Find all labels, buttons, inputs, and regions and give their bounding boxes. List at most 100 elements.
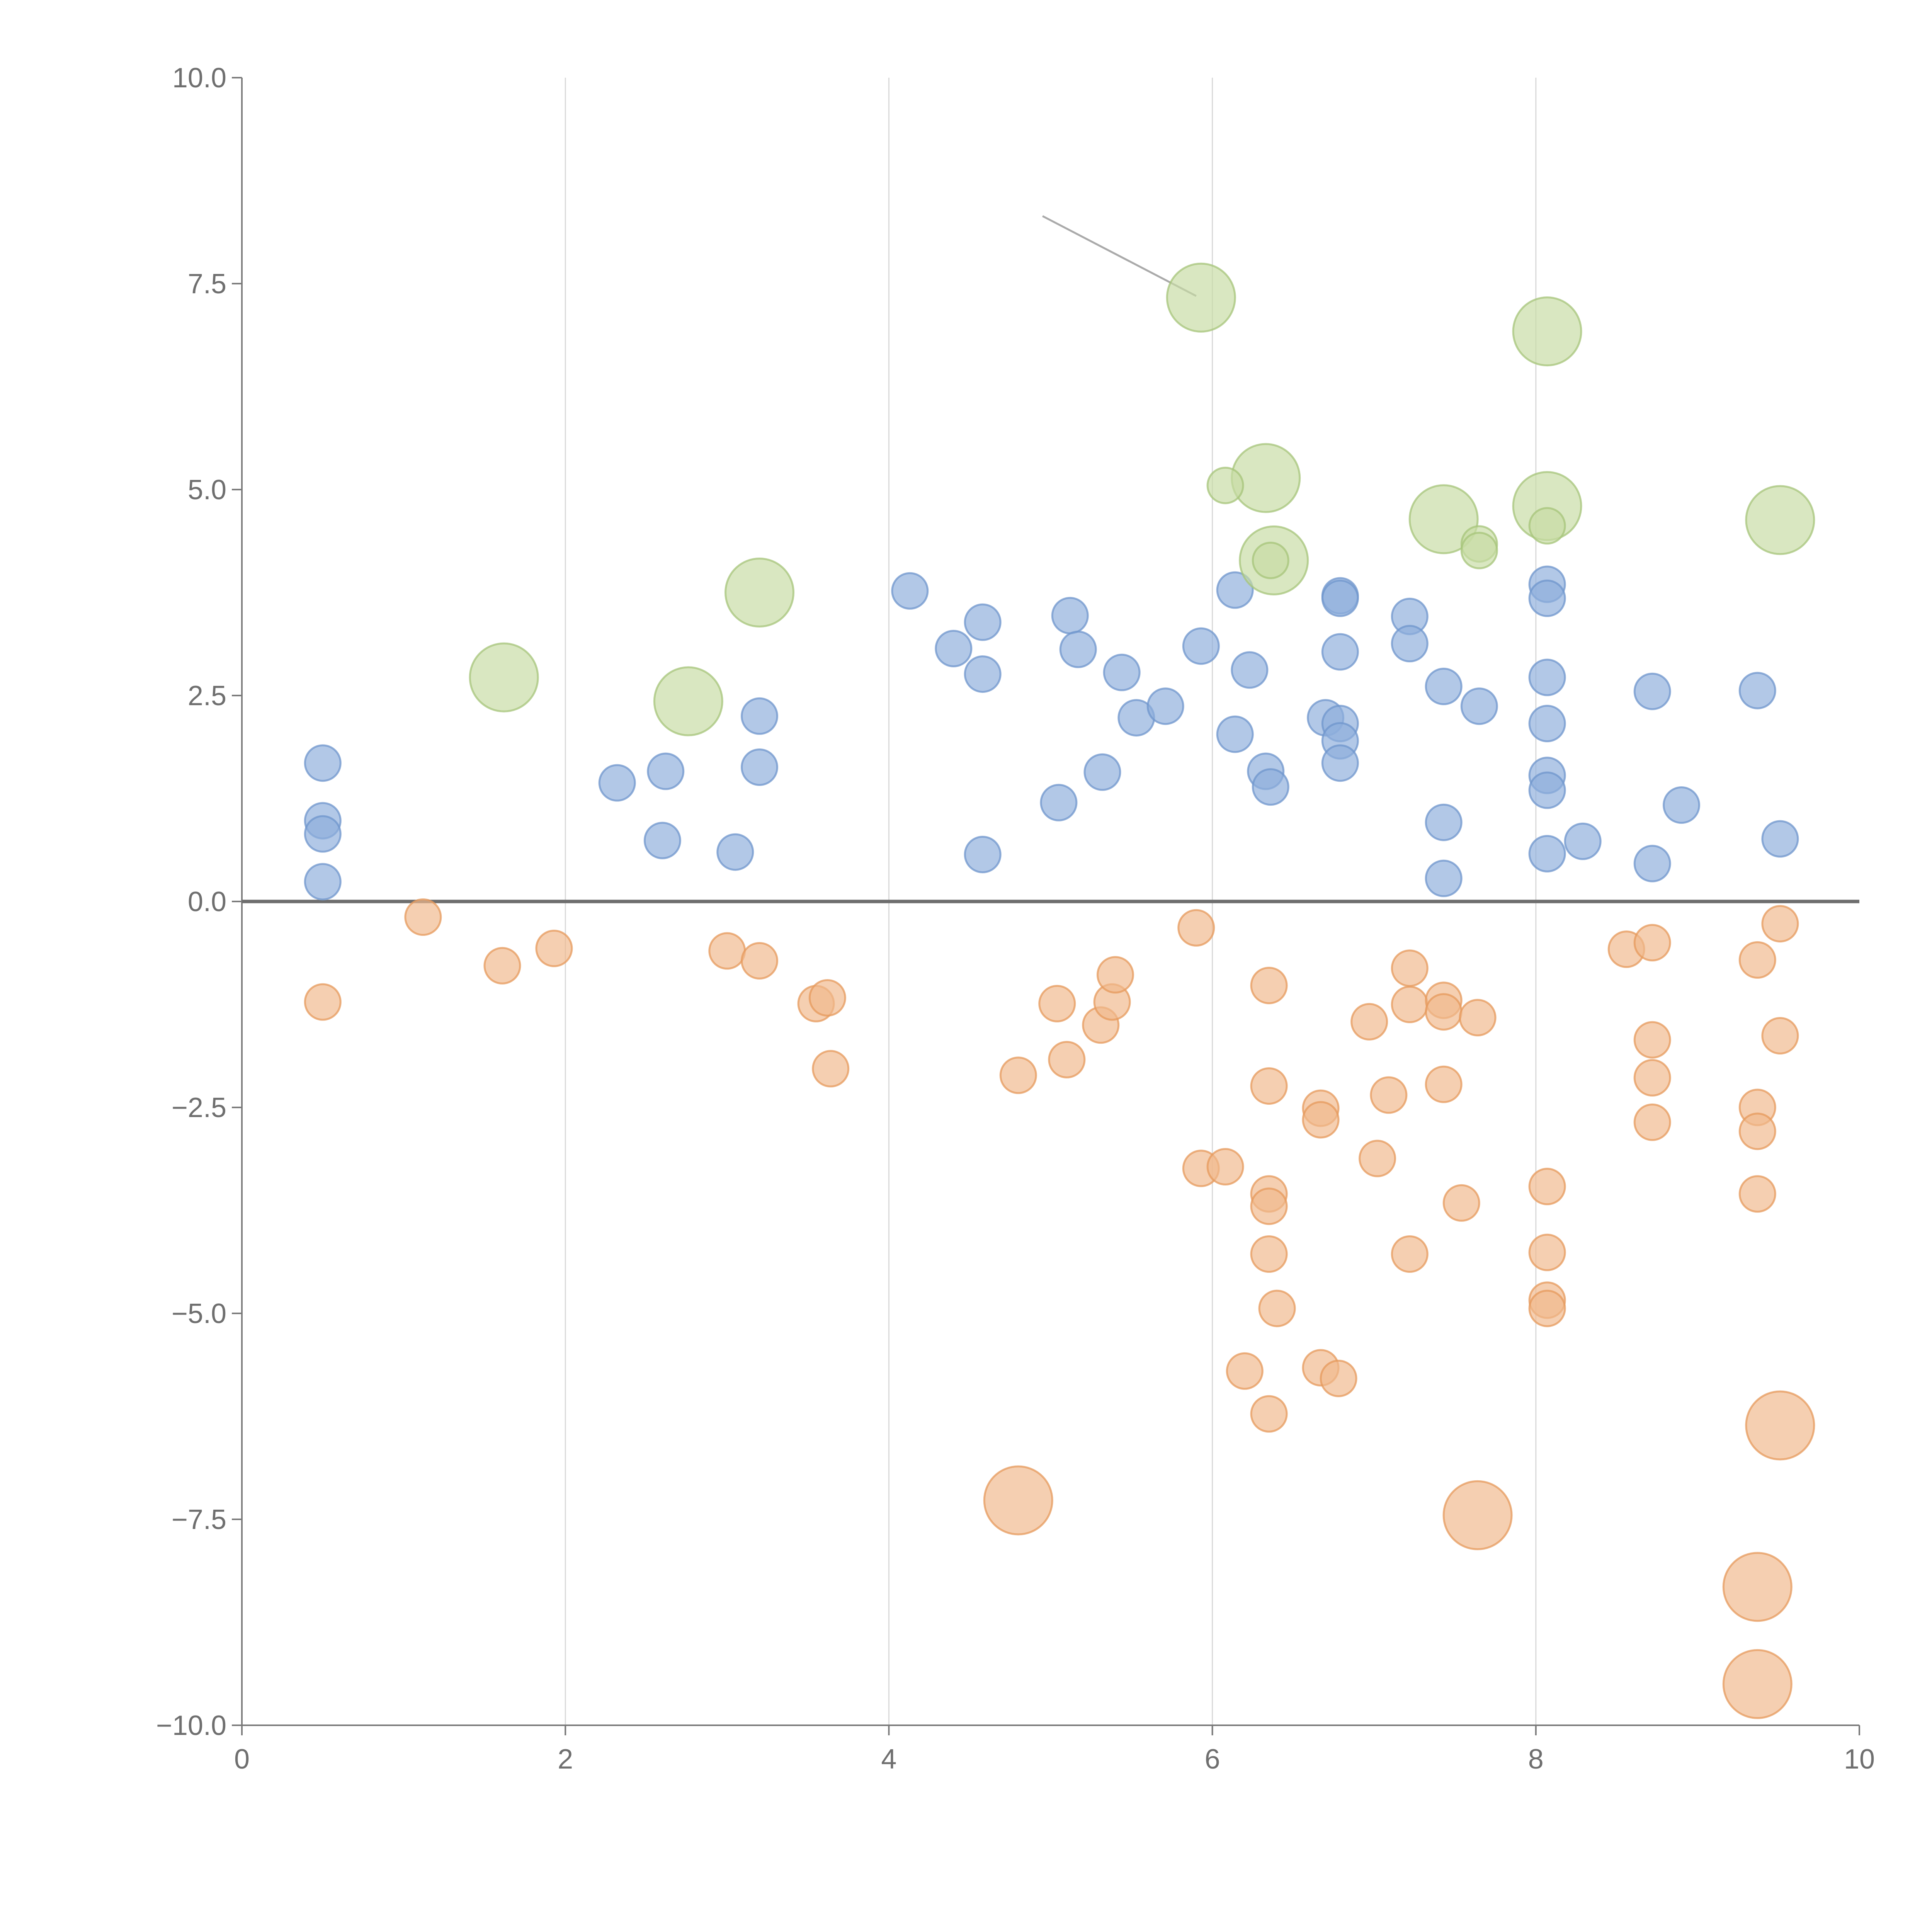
data-point-orange xyxy=(535,930,573,968)
tick-labels: 10.0 7.5 5.0 2.5 0.0 −2.5 −5.0 −7.5 −10.0 0 2 4 6 8 10 xyxy=(156,63,1875,1775)
data-point-green xyxy=(1408,484,1479,554)
x-tick-label: 0 xyxy=(234,1744,250,1775)
data-point-orange xyxy=(808,979,846,1017)
data-point-blue xyxy=(1564,822,1602,860)
data-point-blue xyxy=(1761,820,1799,858)
data-point-orange xyxy=(1391,986,1429,1023)
data-point-orange xyxy=(1250,1235,1288,1273)
data-point-blue xyxy=(1051,597,1089,634)
data-point-green-small xyxy=(1252,541,1289,579)
data-point-blue xyxy=(1528,771,1566,809)
data-point-orange xyxy=(1459,999,1497,1037)
data-point-orange xyxy=(1761,1017,1799,1055)
data-point-blue xyxy=(1321,633,1359,671)
data-point-orange xyxy=(1302,1101,1340,1139)
data-points xyxy=(304,215,1815,1719)
y-tick-label: 5.0 xyxy=(188,474,226,505)
data-point-orange xyxy=(1442,1184,1480,1222)
data-point-green xyxy=(1745,485,1815,555)
data-point-orange xyxy=(1528,1233,1566,1271)
data-point-orange xyxy=(999,1056,1037,1094)
data-point-blue xyxy=(1425,668,1463,706)
data-point-orange xyxy=(1096,956,1134,994)
data-point-orange xyxy=(1320,1359,1357,1397)
data-point-orange xyxy=(812,1050,850,1088)
data-point-orange-large xyxy=(1745,1390,1815,1461)
data-point-blue xyxy=(741,697,779,735)
data-point-orange xyxy=(1258,1289,1296,1327)
y-tick-label: 2.5 xyxy=(188,680,226,711)
data-point-orange-large xyxy=(1442,1480,1513,1550)
data-point-blue xyxy=(1083,753,1121,791)
data-point-blue xyxy=(1528,704,1566,742)
data-point-orange xyxy=(1425,993,1463,1031)
data-point-orange xyxy=(1528,1168,1566,1206)
data-point-orange xyxy=(1206,1148,1244,1186)
data-point-orange xyxy=(1250,966,1288,1004)
data-point-orange xyxy=(1250,1395,1288,1433)
data-point-blue xyxy=(1216,571,1254,609)
data-point-blue xyxy=(1633,672,1671,710)
data-point-orange xyxy=(404,898,442,936)
data-point-orange xyxy=(1633,1021,1671,1059)
data-point-blue xyxy=(1528,658,1566,696)
data-point-orange xyxy=(1761,905,1799,943)
data-point-blue xyxy=(716,833,754,871)
data-point-orange xyxy=(1359,1139,1396,1177)
data-point-orange xyxy=(1738,1175,1776,1213)
data-point-green xyxy=(1166,262,1236,333)
data-point-orange xyxy=(708,932,746,970)
y-tick-label: 7.5 xyxy=(188,269,226,299)
data-point-blue xyxy=(1663,786,1701,824)
data-point-orange xyxy=(1177,909,1215,947)
data-point-orange xyxy=(1633,924,1671,962)
data-point-orange xyxy=(1425,1065,1463,1103)
data-point-orange xyxy=(1048,1041,1086,1078)
data-point-blue xyxy=(964,603,1002,641)
data-point-blue xyxy=(891,572,929,610)
data-point-blue xyxy=(1182,627,1220,665)
data-point-green xyxy=(653,666,723,736)
data-point-green-small xyxy=(1206,466,1244,504)
x-tick-label: 8 xyxy=(1528,1744,1544,1775)
data-point-blue xyxy=(1216,715,1254,753)
data-point-orange xyxy=(1038,985,1076,1022)
y-tick-label: 10.0 xyxy=(172,63,226,94)
data-point-orange xyxy=(1370,1076,1408,1114)
data-point-orange xyxy=(1738,1112,1776,1150)
data-point-blue xyxy=(1528,835,1566,872)
data-point-blue xyxy=(935,629,973,667)
data-point-orange xyxy=(1350,1003,1388,1041)
data-point-blue xyxy=(1040,784,1078,821)
data-point-green xyxy=(469,642,539,713)
data-point-blue xyxy=(1146,687,1184,725)
data-point-blue xyxy=(304,815,342,853)
data-point-orange xyxy=(741,942,779,980)
data-point-blue xyxy=(1252,768,1289,806)
y-tick-label: −5.0 xyxy=(172,1298,226,1329)
data-point-blue xyxy=(1321,744,1359,782)
data-point-orange-large xyxy=(1722,1552,1793,1622)
data-point-green-small xyxy=(1460,532,1498,570)
data-point-green-small xyxy=(1528,507,1566,545)
data-point-orange xyxy=(1633,1059,1671,1097)
x-tick-label: 4 xyxy=(881,1744,896,1775)
data-point-blue xyxy=(647,752,685,790)
y-tick-label: −7.5 xyxy=(172,1504,226,1535)
data-point-blue xyxy=(1460,687,1498,725)
data-point-blue xyxy=(1059,631,1097,668)
data-point-blue xyxy=(741,748,779,786)
data-point-orange-large xyxy=(1722,1649,1793,1719)
data-point-blue xyxy=(964,655,1002,693)
data-point-orange xyxy=(1738,941,1776,979)
y-tick-label: 0.0 xyxy=(188,886,226,917)
data-point-blue xyxy=(304,863,342,901)
data-point-orange xyxy=(304,983,342,1021)
data-point-orange xyxy=(1226,1352,1264,1390)
x-tick-label: 10 xyxy=(1844,1744,1875,1775)
data-point-blue xyxy=(1321,579,1359,617)
data-point-blue xyxy=(1103,653,1141,691)
x-tick-label: 2 xyxy=(558,1744,573,1775)
